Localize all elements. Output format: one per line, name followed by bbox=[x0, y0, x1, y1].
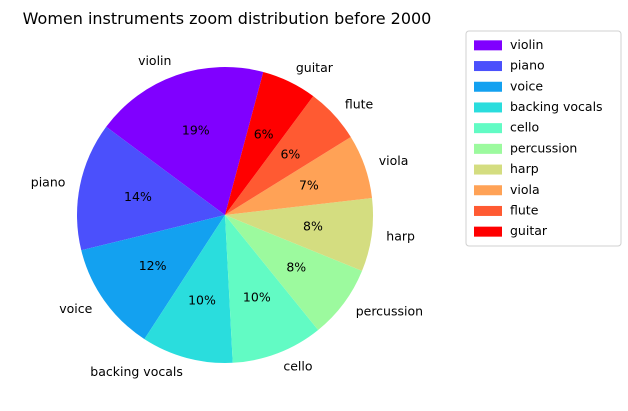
legend-swatch-harp bbox=[474, 164, 502, 175]
legend-frame bbox=[465, 30, 622, 247]
pie-slices bbox=[77, 67, 373, 363]
slice-percent-backing-vocals: 10% bbox=[188, 292, 216, 307]
legend-label-voice: voice bbox=[510, 78, 543, 93]
legend-swatch-viola bbox=[474, 185, 502, 196]
slice-percent-flute: 6% bbox=[280, 146, 300, 161]
legend-label-guitar: guitar bbox=[510, 223, 548, 238]
chart-title: Women instruments zoom distribution befo… bbox=[23, 9, 432, 28]
slice-percent-violin: 19% bbox=[182, 123, 210, 138]
slice-percent-harp: 8% bbox=[303, 219, 323, 234]
slice-percent-cello: 10% bbox=[243, 289, 271, 304]
pie-slice-violin bbox=[106, 67, 264, 215]
legend-label-harp: harp bbox=[510, 161, 539, 176]
slice-label-backing-vocals: backing vocals bbox=[90, 364, 183, 379]
pie-labels: violin 19% piano 14% voice 12% backing vocals 1… bbox=[31, 53, 423, 379]
pie-slice-voice bbox=[81, 215, 225, 340]
legend-label-violin: violin bbox=[510, 37, 543, 52]
slice-percent-viola: 7% bbox=[299, 177, 319, 192]
legend-swatch-violin bbox=[474, 40, 502, 51]
pie-slice-harp bbox=[225, 197, 373, 271]
legend-swatch-piano bbox=[474, 61, 502, 72]
slice-percent-voice: 12% bbox=[139, 258, 167, 273]
legend-label-cello: cello bbox=[510, 120, 539, 135]
legend-swatch-cello bbox=[474, 123, 502, 134]
legend: violin piano voice backing vocals cello percu… bbox=[465, 30, 622, 247]
slice-label-guitar: guitar bbox=[296, 60, 334, 75]
legend-swatch-backing-vocals bbox=[474, 102, 502, 113]
slice-label-flute: flute bbox=[345, 96, 374, 111]
legend-swatch-percussion bbox=[474, 143, 502, 154]
pie-slice-backing-vocals bbox=[144, 215, 233, 363]
pie-slice-percussion bbox=[225, 215, 363, 331]
slice-label-voice: voice bbox=[59, 301, 92, 316]
legend-swatch-guitar bbox=[474, 226, 502, 237]
pie-slice-flute bbox=[225, 96, 351, 215]
slice-percent-piano: 14% bbox=[124, 189, 152, 204]
legend-label-viola: viola bbox=[510, 182, 540, 197]
legend-label-piano: piano bbox=[510, 58, 545, 73]
pie-slice-cello bbox=[225, 215, 319, 363]
slice-label-harp: harp bbox=[386, 229, 415, 244]
slice-label-violin: violin bbox=[138, 53, 171, 68]
legend-swatch-flute bbox=[474, 205, 502, 216]
slice-label-cello: cello bbox=[283, 358, 312, 373]
legend-label-flute: flute bbox=[510, 202, 539, 217]
pie-slice-piano bbox=[77, 126, 225, 251]
slice-label-percussion: percussion bbox=[356, 304, 423, 319]
slice-label-piano: piano bbox=[31, 174, 66, 189]
slice-label-viola: viola bbox=[379, 153, 409, 168]
slice-percent-percussion: 8% bbox=[286, 259, 306, 274]
legend-label-percussion: percussion bbox=[510, 140, 577, 155]
pie-slice-guitar bbox=[225, 72, 314, 216]
slice-percent-guitar: 6% bbox=[254, 127, 274, 142]
legend-label-backing-vocals: backing vocals bbox=[510, 99, 603, 114]
legend-swatch-voice bbox=[474, 81, 502, 92]
pie-slice-viola bbox=[225, 137, 373, 215]
